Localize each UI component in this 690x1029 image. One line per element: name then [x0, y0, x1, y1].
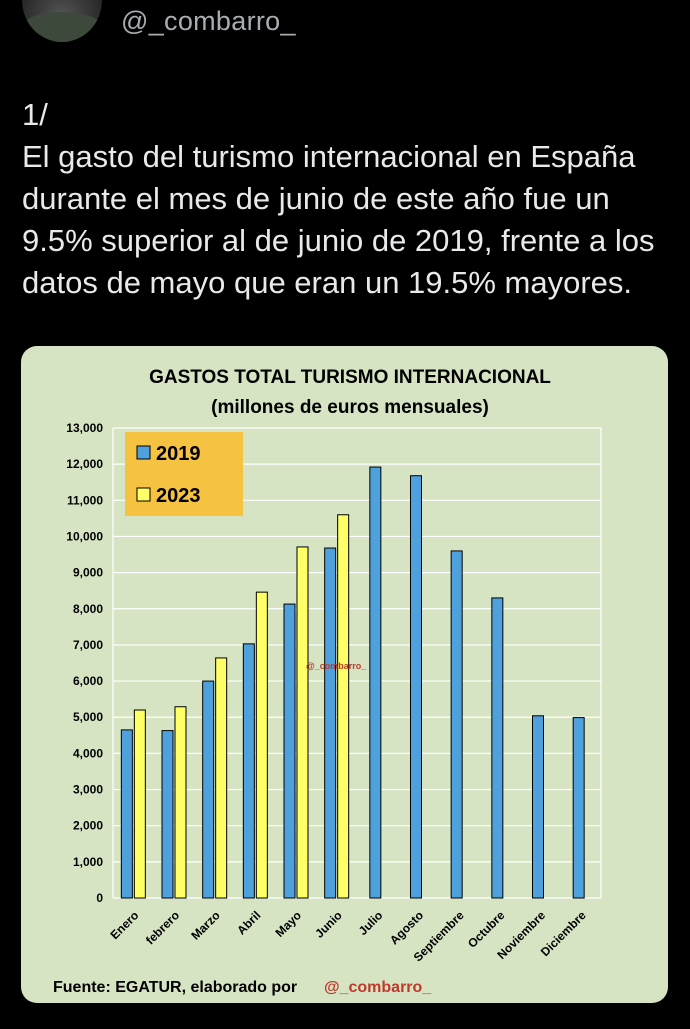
bar-2023-enero [133, 709, 146, 899]
y-tick-label: 10,000 [66, 529, 103, 543]
tweet-header: @_combarro_ [0, 0, 690, 60]
y-tick-label: 7,000 [73, 638, 103, 652]
tweet-line: datos de mayo que eran un 19.5% mayores. [22, 265, 633, 300]
y-tick-label: 13,000 [66, 421, 103, 435]
bar-2023-febrero [174, 706, 187, 899]
y-tick-label: 6,000 [73, 674, 103, 688]
y-tick-label: 5,000 [73, 710, 103, 724]
bar-2023-mayo [296, 546, 309, 899]
bar-2019-febrero [161, 730, 174, 899]
user-handle[interactable]: @_combarro_ [121, 6, 296, 36]
x-tick-label: Agosto [387, 908, 426, 947]
tweet-text: 1/ El gasto del turismo internacional en… [22, 94, 672, 304]
x-tick-label: Abril [234, 908, 263, 937]
y-tick-label: 3,000 [73, 783, 103, 797]
bar-2019-junio [324, 547, 337, 899]
x-tick-label: Junio [312, 908, 345, 941]
y-tick-label: 1,000 [73, 855, 103, 869]
y-tick-label: 12,000 [66, 457, 103, 471]
bar-2019-enero [120, 729, 133, 899]
x-tick-label: Julio [356, 908, 386, 938]
bar-2019-septiembre [450, 550, 463, 899]
bar-chart: GASTOS TOTAL TURISMO INTERNACIONAL (mill… [53, 367, 602, 996]
tweet-line: 9.5% superior al de junio de 2019, frent… [22, 223, 655, 258]
bar-2023-abril [255, 591, 268, 899]
x-tick-label: Marzo [188, 908, 222, 942]
avatar[interactable] [22, 0, 102, 42]
y-tick-label: 8,000 [73, 602, 103, 616]
tweet-line: El gasto del turismo internacional en Es… [22, 139, 636, 174]
legend-label-2023: 2023 [156, 485, 201, 507]
bar-2019-abril [242, 643, 255, 899]
bar-2019-agosto [410, 475, 422, 899]
bar-2023-junio [337, 514, 350, 899]
legend-swatch-2019 [136, 445, 151, 460]
chart-image[interactable]: GASTOS TOTAL TURISMO INTERNACIONAL (mill… [21, 346, 668, 1003]
bar-2019-diciembre [572, 717, 585, 899]
bar-2019-noviembre [532, 715, 544, 899]
bar-2023-marzo [215, 657, 228, 899]
y-tick-label: 9,000 [73, 566, 103, 580]
watermark: @_combarro_ [306, 661, 367, 671]
tweet-line: 1/ [22, 97, 48, 132]
legend-label-2019: 2019 [156, 443, 201, 465]
x-tick-label: febrero [143, 908, 182, 947]
bar-2019-marzo [202, 680, 215, 899]
bar-2019-octubre [491, 597, 504, 899]
x-tick-label: Enero [108, 908, 142, 942]
y-tick-label: 2,000 [73, 819, 103, 833]
y-tick-label: 11,000 [67, 493, 103, 507]
footer-author: @_combarro_ [324, 979, 432, 996]
footer-source: Fuente: EGATUR, elaborado por [53, 979, 297, 996]
y-tick-label: 4,000 [73, 746, 103, 760]
bar-2019-julio [369, 466, 382, 899]
legend-swatch-2023 [136, 487, 151, 502]
chart-title: GASTOS TOTAL TURISMO INTERNACIONAL [149, 367, 551, 388]
chart-subtitle: (millones de euros mensuales) [211, 397, 489, 418]
tweet-line: durante el mes de junio de este año fue … [22, 181, 610, 216]
bar-2019-mayo [283, 603, 296, 899]
x-tick-label: Mayo [273, 908, 305, 940]
y-tick-label: 0 [96, 891, 103, 905]
